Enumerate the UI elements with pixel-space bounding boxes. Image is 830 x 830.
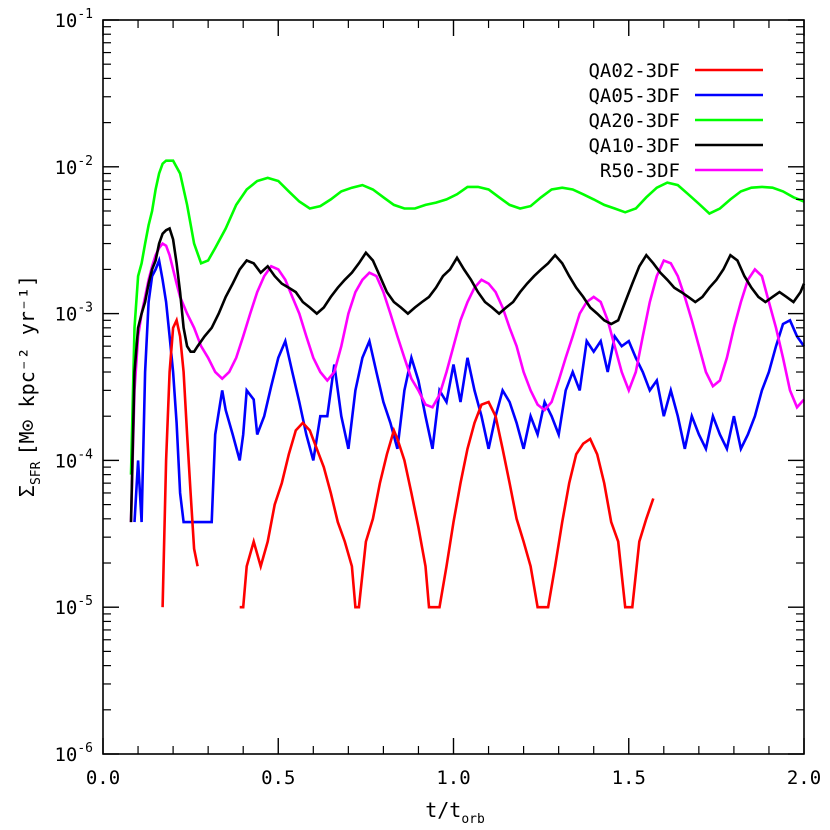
- legend-entry-qa10-3df: QA10-3DF: [588, 135, 763, 157]
- x-tick-label: 1.0: [436, 767, 470, 789]
- legend-entry-qa20-3df: QA20-3DF: [588, 110, 763, 132]
- legend-label: QA20-3DF: [588, 110, 680, 132]
- y-tick-label: 10-5: [54, 594, 93, 619]
- legend-label: QA05-3DF: [588, 85, 680, 107]
- series-line-qa02-3df: [239, 400, 655, 609]
- legend-label: R50-3DF: [600, 160, 680, 182]
- legend-entry-qa02-3df: QA02-3DF: [588, 60, 763, 82]
- x-axis-label: t/torb: [425, 798, 485, 827]
- series-line-qa10-3df: [129, 226, 806, 523]
- axis-ticks: [102, 19, 805, 755]
- x-tick-label: 1.5: [612, 767, 646, 789]
- legend-label: QA10-3DF: [588, 135, 680, 157]
- x-tick-label: 2.0: [787, 767, 821, 789]
- x-tick-label: 0.5: [261, 767, 295, 789]
- series-qa10-3df: [129, 226, 806, 523]
- plot-frame: [102, 19, 805, 755]
- x-tick-label: 0.0: [86, 767, 120, 789]
- axis-tick-labels: 0.0 0.5 1.0 1.5 2.0 10-6 10-5 10-4 10-3 10-2 10-1: [54, 7, 821, 789]
- series-qa02-3df: [161, 316, 655, 609]
- series-qa20-3df: [129, 159, 805, 475]
- series-layer: [129, 159, 806, 609]
- y-tick-label: 10-6: [54, 741, 93, 766]
- series-qa05-3df: [133, 255, 806, 524]
- y-tick-label: 10-2: [54, 154, 93, 179]
- legend-entry-qa05-3df: QA05-3DF: [588, 85, 763, 107]
- y-tick-label: 10-1: [54, 7, 93, 32]
- legend: QA02-3DF QA05-3DF QA20-3DF QA10-3DF R50-3DF: [588, 60, 763, 182]
- series-line-qa02-3df: [161, 316, 199, 608]
- legend-label: QA02-3DF: [588, 60, 680, 82]
- y-tick-label: 10-4: [54, 447, 93, 472]
- series-line-qa05-3df: [133, 255, 806, 524]
- y-axis-label: ΣSFR[M⊙ kpc⁻² yr⁻¹]: [15, 275, 44, 497]
- legend-entry-r50-3df: R50-3DF: [600, 160, 763, 182]
- y-tick-label: 10-3: [54, 301, 93, 326]
- series-line-qa20-3df: [129, 159, 805, 475]
